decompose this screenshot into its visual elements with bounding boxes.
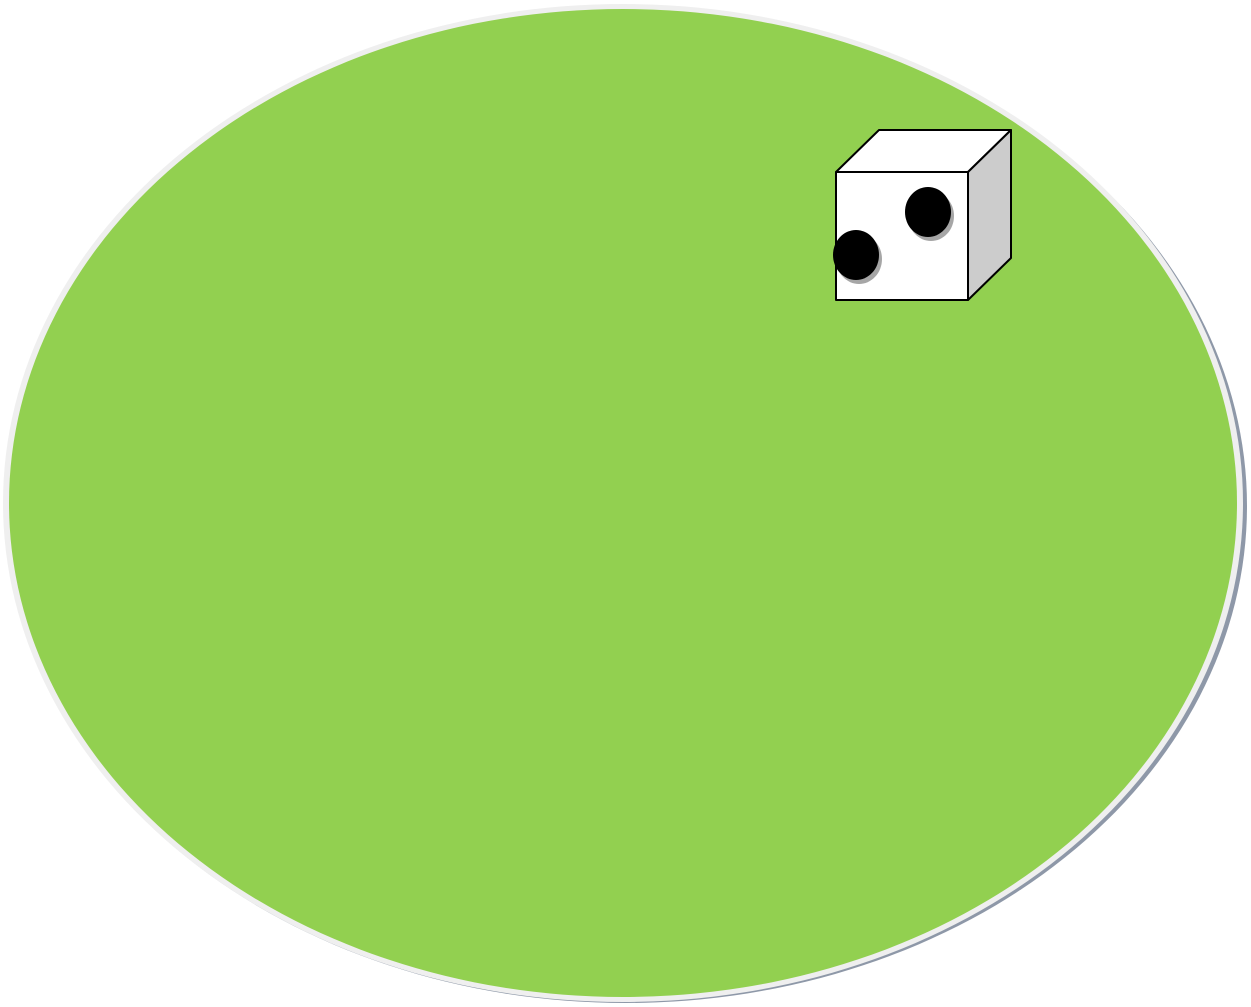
pip: [905, 187, 951, 237]
die: [835, 129, 1012, 301]
table-surface: [9, 9, 1237, 997]
pip: [833, 230, 879, 280]
